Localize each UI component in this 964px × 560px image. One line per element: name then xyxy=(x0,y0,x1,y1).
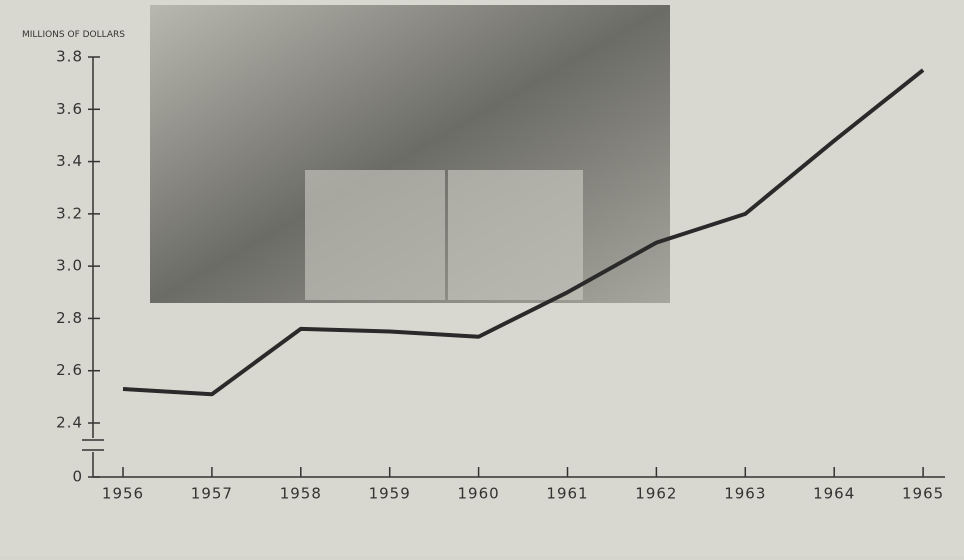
chart: MILLIONS OF DOLLARS 0 2.4 2.6 2.8 3.0 3.2 3.4 3… xyxy=(0,0,964,556)
y-tick-label: 2.8 xyxy=(56,309,83,327)
y-tick-label: 3.6 xyxy=(56,100,83,118)
y-tick-label: 2.6 xyxy=(56,361,83,379)
x-tick-label: 1961 xyxy=(546,485,588,503)
x-tick-label: 1963 xyxy=(724,485,766,503)
x-tick-label: 1958 xyxy=(280,485,322,503)
x-tick-label: 1956 xyxy=(102,485,144,503)
y-tick-label: 3.0 xyxy=(56,257,83,275)
y-tick-label: 3.8 xyxy=(56,48,83,66)
x-tick-label: 1957 xyxy=(191,485,233,503)
y-axis-label: MILLIONS OF DOLLARS xyxy=(22,30,125,40)
y-tick-label: 0 xyxy=(72,468,83,486)
x-tick-label: 1965 xyxy=(902,485,944,503)
y-tick-label: 2.4 xyxy=(56,414,83,432)
x-tick-label: 1964 xyxy=(813,485,855,503)
x-tick-label: 1960 xyxy=(458,485,500,503)
x-tick-label: 1959 xyxy=(369,485,411,503)
x-tick-label: 1962 xyxy=(635,485,677,503)
y-tick-label: 3.2 xyxy=(56,204,83,222)
photo-crate xyxy=(305,170,445,300)
y-tick-label: 3.4 xyxy=(56,152,83,170)
photo-crate xyxy=(448,170,583,300)
